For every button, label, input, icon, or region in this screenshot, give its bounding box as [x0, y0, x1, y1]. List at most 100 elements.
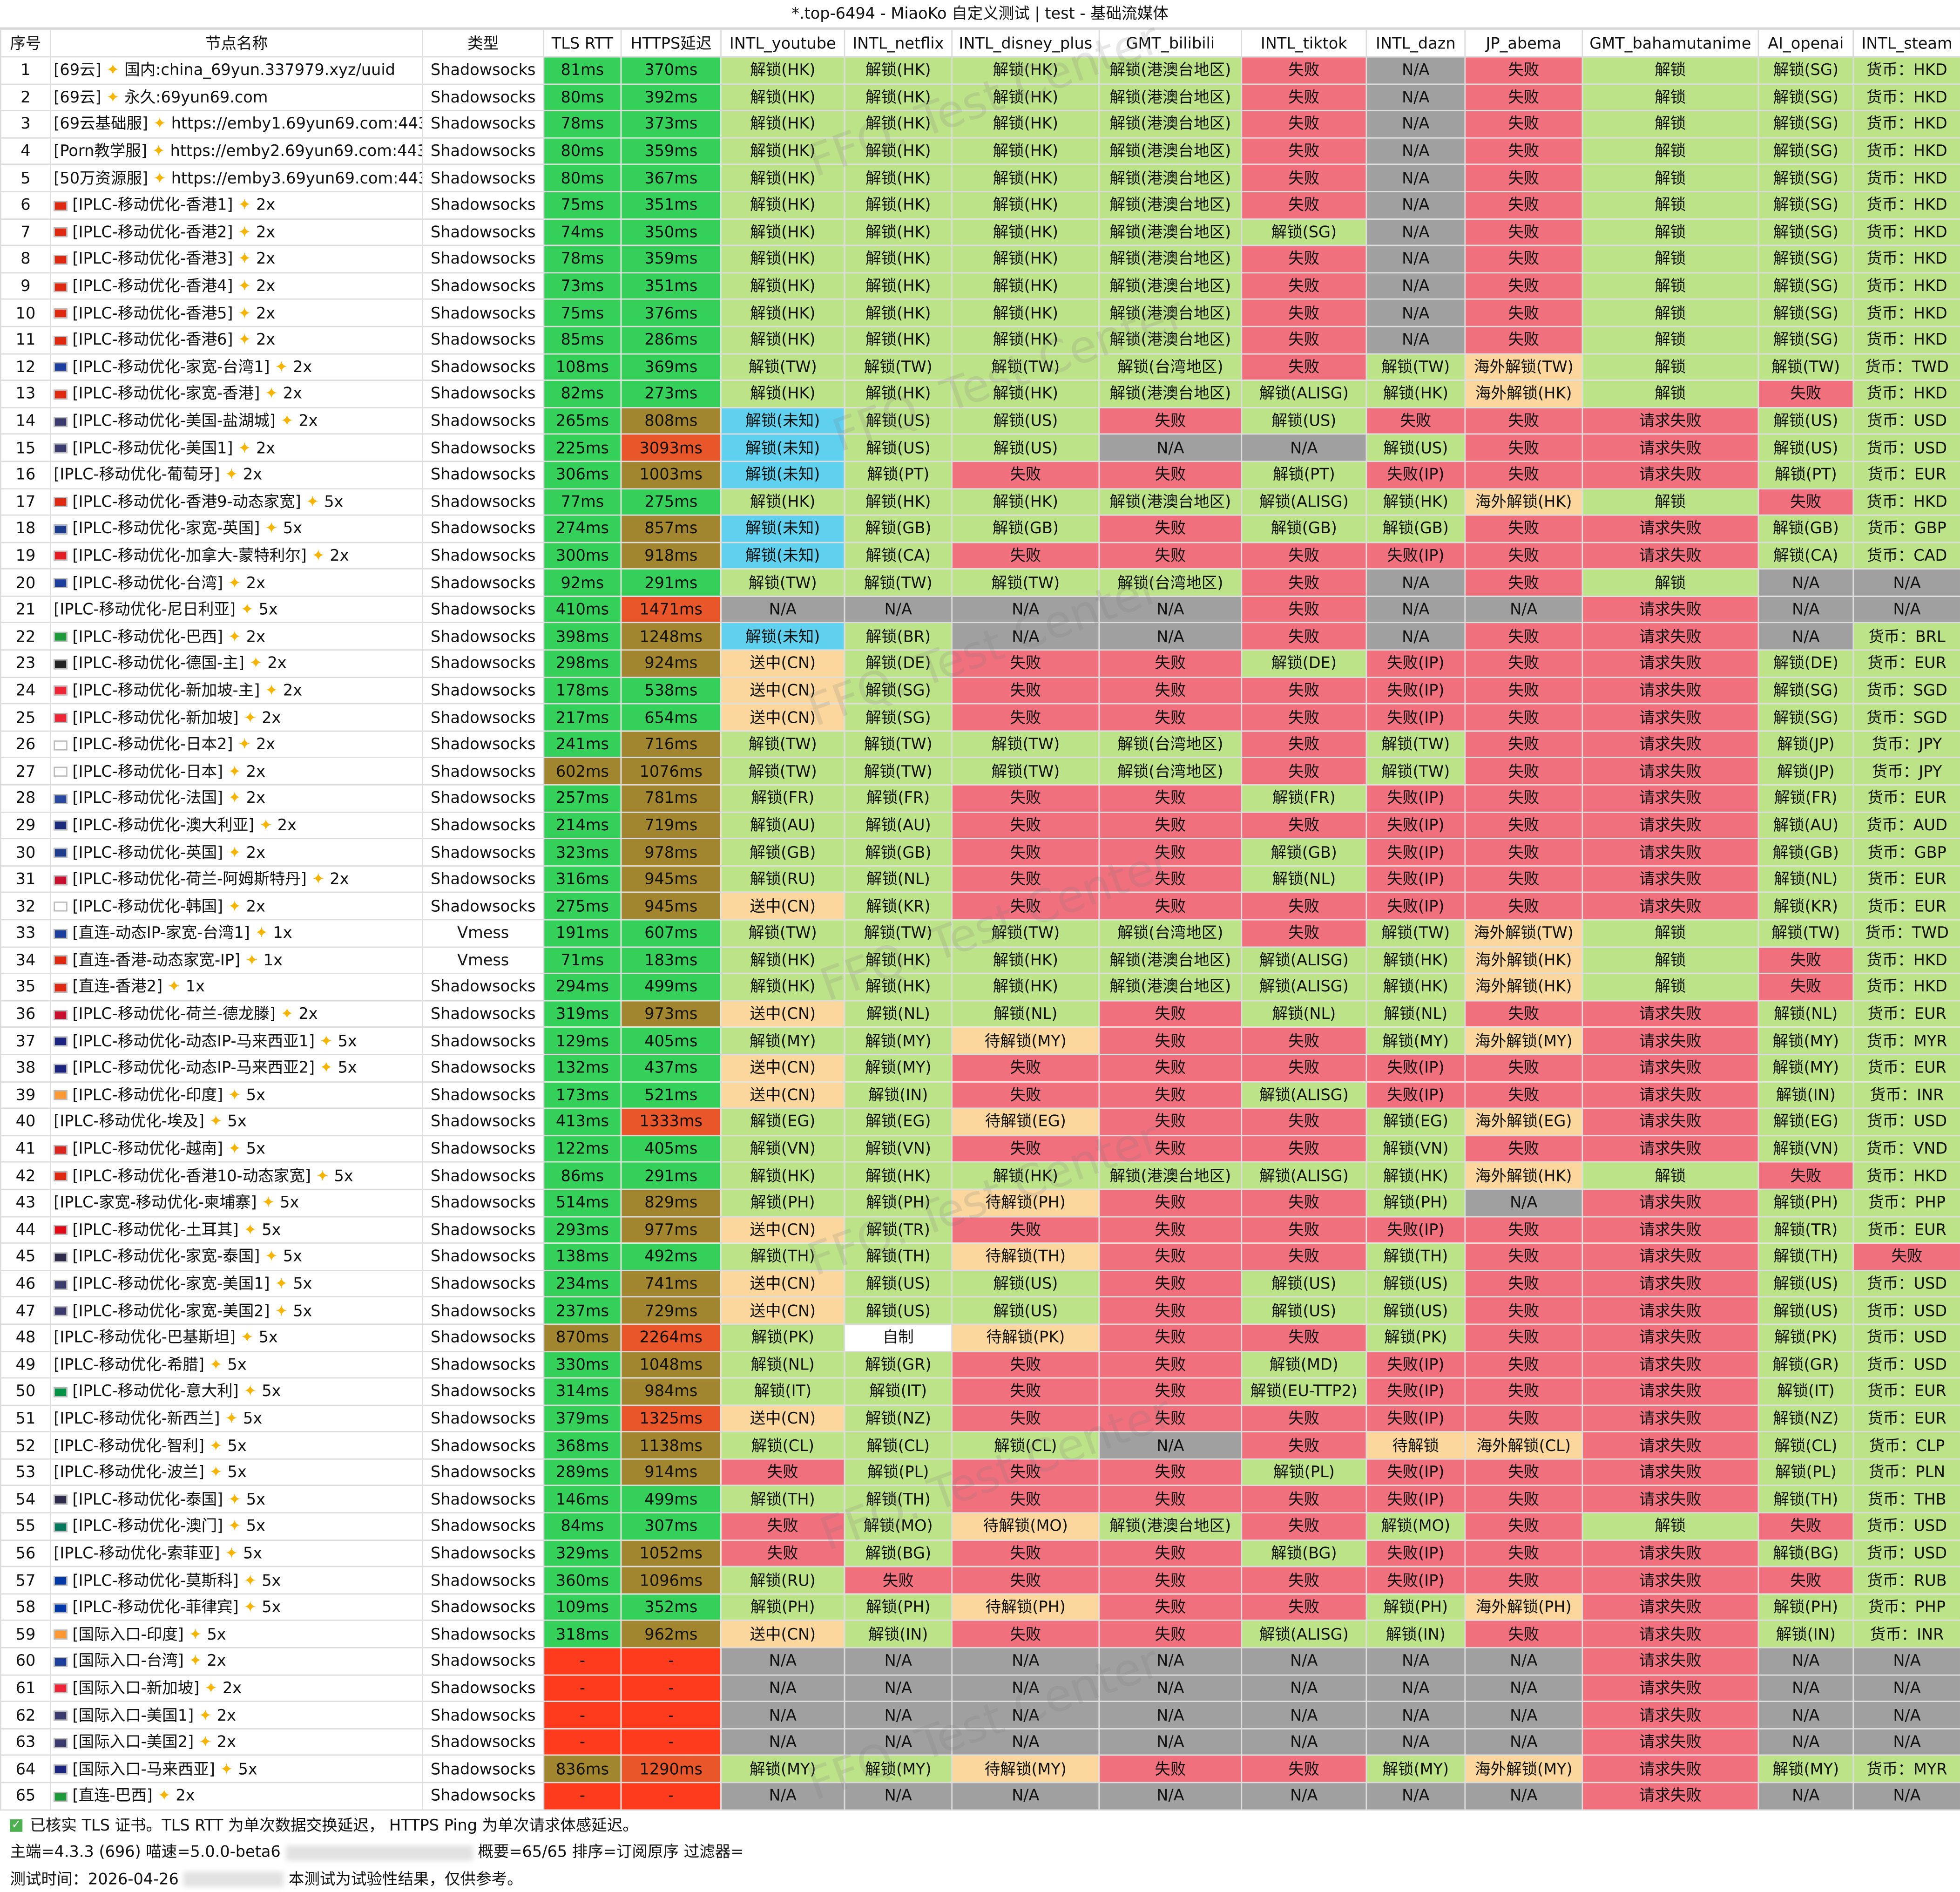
node-name-cell: [IPLC-移动优化-澳大利亚] ✦ 2x — [50, 811, 424, 840]
row-number: 9 — [0, 271, 51, 300]
service-result-nf: N/A — [844, 1647, 953, 1675]
service-result-dp: 待解锁(PK) — [951, 1323, 1100, 1352]
service-result-bh: 请求失败 — [1582, 1755, 1759, 1783]
table-row: 44 [IPLC-移动优化-土耳其] ✦ 5x Shadowsocks 293ms 977m… — [0, 1215, 1960, 1244]
row-number: 12 — [0, 353, 51, 381]
service-result-yt: 送中(CN) — [720, 1215, 845, 1244]
service-result-dp: 待解锁(MY) — [951, 1755, 1100, 1783]
row-number: 31 — [0, 865, 51, 894]
node-multiplier: 5x — [334, 1166, 353, 1185]
https-latency-cell: 291ms — [620, 1161, 722, 1190]
star-icon: ✦ — [249, 653, 263, 672]
service-result-nf: 解锁(MO) — [844, 1512, 953, 1541]
service-result-bl: 失败 — [1098, 1485, 1243, 1514]
column-header: INTL_youtube — [720, 28, 845, 58]
node-name: [IPLC-移动优化-智利] — [54, 1435, 204, 1454]
service-result-ai: 解锁(TW) — [1757, 919, 1854, 948]
service-result-dz: N/A — [1365, 298, 1466, 327]
flag-icon — [54, 1522, 68, 1532]
node-multiplier: 2x — [293, 357, 312, 376]
tls-rtt-cell: 870ms — [543, 1323, 622, 1352]
table-row: 48 [IPLC-移动优化-巴基斯坦] ✦ 5x Shadowsocks 870ms 226… — [0, 1323, 1960, 1352]
check-icon: ✓ — [10, 1819, 23, 1832]
service-result-st: 货币：CAD — [1852, 541, 1960, 570]
service-result-bh: 请求失败 — [1582, 811, 1759, 840]
service-result-nf: 解锁(HK) — [844, 488, 953, 516]
service-result-ab: 失败 — [1464, 1485, 1583, 1514]
service-result-yt: 送中(CN) — [720, 1620, 845, 1648]
star-icon: ✦ — [228, 626, 242, 645]
service-result-tt: 失败 — [1241, 676, 1367, 705]
row-number: 16 — [0, 461, 51, 489]
service-result-tt: 解锁(BG) — [1241, 1539, 1367, 1567]
star-icon: ✦ — [262, 1193, 275, 1212]
service-result-tt: 失败 — [1241, 1054, 1367, 1082]
node-multiplier: 2x — [207, 1651, 226, 1670]
service-result-bh: 请求失败 — [1582, 461, 1759, 489]
row-number: 25 — [0, 703, 51, 732]
node-type: Shadowsocks — [422, 865, 545, 894]
https-latency-cell: 945ms — [620, 865, 722, 894]
service-result-dp: 解锁(HK) — [951, 271, 1100, 300]
node-name: [IPLC-移动优化-澳大利亚] — [72, 815, 255, 834]
service-result-st: 货币：EUR — [1852, 1377, 1960, 1406]
service-result-ab: N/A — [1464, 1728, 1583, 1756]
table-row: 5 [50万资源服] ✦ https://emby3.69yun69.com:443 S… — [0, 164, 1960, 192]
service-result-yt: 解锁(HK) — [720, 218, 845, 246]
https-latency-cell: 1076ms — [620, 757, 722, 786]
flag-icon — [54, 1737, 68, 1748]
service-result-st: 货币：RUB — [1852, 1566, 1960, 1594]
tls-rtt-cell: - — [543, 1782, 622, 1811]
service-result-tt: 失败 — [1241, 1107, 1367, 1136]
star-icon: ✦ — [228, 788, 242, 807]
node-multiplier: 5x — [338, 1058, 357, 1077]
star-icon: ✦ — [209, 1462, 223, 1481]
service-result-tt: 解锁(EU-TTP2) — [1241, 1377, 1367, 1406]
node-name: [IPLC-移动优化-加拿大-蒙特利尔] — [72, 545, 307, 564]
service-result-bl: 失败 — [1098, 1323, 1243, 1352]
service-result-nf: 解锁(SG) — [844, 676, 953, 705]
service-result-dz: 解锁(HK) — [1365, 1161, 1466, 1190]
service-result-dz: 解锁(US) — [1365, 434, 1466, 462]
node-multiplier: 5x — [258, 1327, 278, 1347]
node-type: Shadowsocks — [422, 1431, 545, 1460]
service-result-ab: 失败 — [1464, 541, 1583, 570]
service-result-dp: 解锁(GB) — [951, 515, 1100, 543]
node-multiplier: https://emby3.69yun69.com:443 — [171, 168, 423, 187]
service-result-ai: 解锁(DE) — [1757, 649, 1854, 678]
https-latency-cell: 275ms — [620, 488, 722, 516]
table-row: 65 [直连-巴西] ✦ 2x Shadowsocks - - N/A N/A N/A N/A N/A… — [0, 1782, 1960, 1811]
flag-icon — [54, 497, 68, 508]
table-row: 64 [国际入口-马来西亚] ✦ 5x Shadowsocks 836ms 1290ms 解锁… — [0, 1755, 1960, 1783]
service-result-yt: 解锁(PK) — [720, 1323, 845, 1352]
service-result-ai: 解锁(GB) — [1757, 838, 1854, 867]
service-result-ab: 失败 — [1464, 245, 1583, 273]
node-name: [IPLC-移动优化-家宽-香港] — [72, 384, 260, 403]
node-name: [IPLC-移动优化-新加坡-主] — [72, 680, 260, 699]
table-row: 56 [IPLC-移动优化-索菲亚] ✦ 5x Shadowsocks 329ms 1052… — [0, 1539, 1960, 1567]
service-result-st: N/A — [1852, 568, 1960, 597]
https-latency-cell: 716ms — [620, 730, 722, 759]
service-result-yt: 解锁(TW) — [720, 919, 845, 948]
https-latency-cell: 808ms — [620, 407, 722, 435]
node-multiplier: 2x — [283, 384, 303, 403]
service-result-ai: N/A — [1757, 622, 1854, 651]
row-number: 19 — [0, 541, 51, 570]
service-result-yt: 解锁(CL) — [720, 1431, 845, 1460]
service-result-dz: N/A — [1365, 1674, 1466, 1702]
node-name-cell: [IPLC-移动优化-泰国] ✦ 5x — [50, 1485, 424, 1514]
service-result-dp: 失败 — [951, 811, 1100, 840]
service-result-st: 货币：MYR — [1852, 1755, 1960, 1783]
table-row: 59 [国际入口-印度] ✦ 5x Shadowsocks 318ms 962ms 送中(CN… — [0, 1620, 1960, 1648]
node-multiplier: 5x — [246, 1085, 265, 1104]
tls-rtt-cell: 265ms — [543, 407, 622, 435]
node-name: [IPLC-移动优化-埃及] — [54, 1112, 204, 1131]
service-result-ab: 失败 — [1464, 811, 1583, 840]
service-result-dz: N/A — [1365, 326, 1466, 354]
service-result-yt: 解锁(未知) — [720, 515, 845, 543]
service-result-ab: 失败 — [1464, 110, 1583, 139]
table-row: 10 [IPLC-移动优化-香港5] ✦ 2x Shadowsocks 75ms 376ms… — [0, 298, 1960, 327]
service-result-dp: 失败 — [951, 1539, 1100, 1567]
service-result-nf: 解锁(HK) — [844, 164, 953, 192]
table-row: 26 [IPLC-移动优化-日本2] ✦ 2x Shadowsocks 241ms 716m… — [0, 730, 1960, 759]
